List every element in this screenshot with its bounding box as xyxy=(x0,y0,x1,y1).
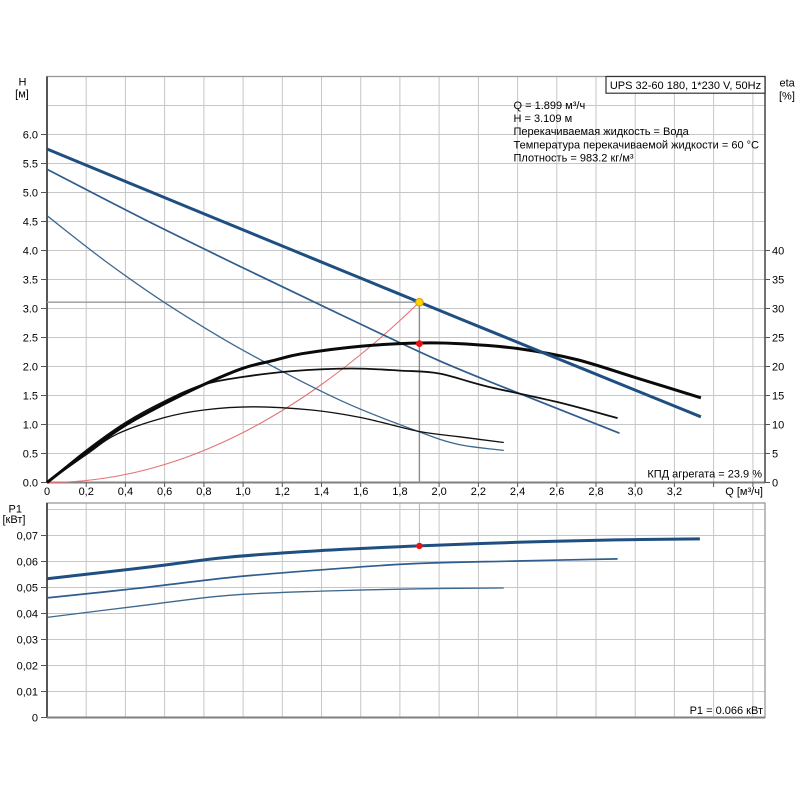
svg-text:35: 35 xyxy=(772,275,784,287)
svg-text:2,6: 2,6 xyxy=(549,486,564,498)
svg-text:10: 10 xyxy=(772,420,784,432)
svg-text:1.5: 1.5 xyxy=(23,391,38,403)
svg-text:2.5: 2.5 xyxy=(23,333,38,345)
svg-text:40: 40 xyxy=(772,246,784,258)
svg-text:P1: P1 xyxy=(9,504,22,516)
svg-text:Q [м³/ч]: Q [м³/ч] xyxy=(725,486,763,498)
svg-text:0: 0 xyxy=(44,486,50,498)
svg-text:3.5: 3.5 xyxy=(23,275,38,287)
svg-text:5: 5 xyxy=(772,449,778,461)
svg-text:2,8: 2,8 xyxy=(588,486,603,498)
svg-text:1,6: 1,6 xyxy=(353,486,368,498)
svg-text:2,0: 2,0 xyxy=(431,486,446,498)
svg-text:H = 3.109 м: H = 3.109 м xyxy=(514,113,573,125)
svg-text:0,02: 0,02 xyxy=(17,661,38,673)
svg-text:20: 20 xyxy=(772,362,784,374)
svg-text:3,0: 3,0 xyxy=(628,486,643,498)
svg-text:0,4: 0,4 xyxy=(118,486,133,498)
svg-text:UPS 32-60 180, 1*230 V, 50Hz: UPS 32-60 180, 1*230 V, 50Hz xyxy=(610,80,761,92)
svg-text:2.0: 2.0 xyxy=(23,362,38,374)
svg-text:Q = 1.899 м³/ч: Q = 1.899 м³/ч xyxy=(514,100,586,112)
svg-text:0.5: 0.5 xyxy=(23,449,38,461)
svg-text:4.0: 4.0 xyxy=(23,246,38,258)
svg-text:0,04: 0,04 xyxy=(17,609,38,621)
svg-text:0.0: 0.0 xyxy=(23,478,38,490)
svg-text:0,8: 0,8 xyxy=(196,486,211,498)
svg-text:15: 15 xyxy=(772,391,784,403)
svg-text:0,06: 0,06 xyxy=(17,557,38,569)
svg-text:30: 30 xyxy=(772,304,784,316)
svg-text:Плотность = 983.2 кг/м³: Плотность = 983.2 кг/м³ xyxy=(514,153,634,165)
svg-text:[м]: [м] xyxy=(15,88,29,100)
svg-text:Температура перекачиваемой жид: Температура перекачиваемой жидкости = 60… xyxy=(514,139,760,151)
svg-text:0,05: 0,05 xyxy=(17,583,38,595)
svg-text:0,07: 0,07 xyxy=(17,531,38,543)
svg-text:H: H xyxy=(19,77,27,89)
svg-text:0: 0 xyxy=(32,713,38,725)
svg-text:P1 = 0.066 кВт: P1 = 0.066 кВт xyxy=(690,705,763,717)
svg-text:0,6: 0,6 xyxy=(157,486,172,498)
svg-text:[кВт]: [кВт] xyxy=(3,514,26,526)
svg-text:1.0: 1.0 xyxy=(23,420,38,432)
svg-text:0: 0 xyxy=(772,478,778,490)
svg-text:КПД агрегата = 23.9 %: КПД агрегата = 23.9 % xyxy=(647,469,762,481)
svg-text:2,4: 2,4 xyxy=(510,486,525,498)
svg-text:25: 25 xyxy=(772,333,784,345)
svg-text:4.5: 4.5 xyxy=(23,217,38,229)
svg-text:1,0: 1,0 xyxy=(235,486,250,498)
svg-text:1,2: 1,2 xyxy=(275,486,290,498)
svg-text:2,2: 2,2 xyxy=(471,486,486,498)
svg-text:5.5: 5.5 xyxy=(23,159,38,171)
svg-text:3,2: 3,2 xyxy=(667,486,682,498)
svg-text:1,4: 1,4 xyxy=(314,486,329,498)
svg-text:5.0: 5.0 xyxy=(23,188,38,200)
svg-text:eta: eta xyxy=(780,77,796,89)
svg-text:1,8: 1,8 xyxy=(392,486,407,498)
svg-text:6.0: 6.0 xyxy=(23,130,38,142)
svg-text:Перекачиваемая жидкость = Вода: Перекачиваемая жидкость = Вода xyxy=(514,126,690,138)
svg-text:3.0: 3.0 xyxy=(23,304,38,316)
svg-text:0,03: 0,03 xyxy=(17,635,38,647)
svg-text:0,2: 0,2 xyxy=(79,486,94,498)
svg-text:0,01: 0,01 xyxy=(17,687,38,699)
svg-text:[%]: [%] xyxy=(779,91,795,103)
